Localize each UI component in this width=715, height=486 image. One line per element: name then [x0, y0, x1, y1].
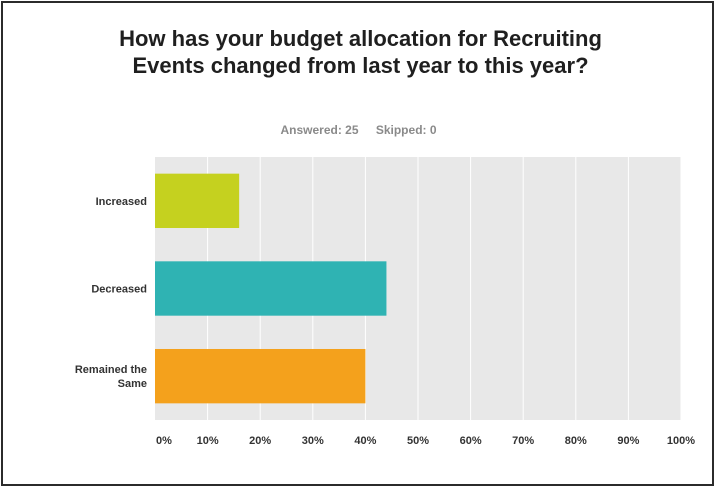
x-tick-label: 0% — [156, 435, 172, 447]
answered-count: Answered: 25 — [280, 123, 359, 137]
x-tick-label: 90% — [617, 435, 639, 447]
category-label: Remained the — [75, 364, 147, 376]
x-tick-label: 10% — [197, 435, 219, 447]
x-tick-label: 40% — [354, 435, 376, 447]
skipped-count: Skipped: 0 — [375, 123, 437, 137]
x-tick-label: 20% — [249, 435, 271, 447]
category-label: Decreased — [91, 284, 147, 296]
category-label: Same — [118, 378, 147, 390]
bar — [155, 348, 366, 404]
response-summary: Answered: 25 Skipped: 0 — [3, 123, 714, 137]
x-tick-label: 100% — [667, 435, 695, 447]
category-label: Increased — [96, 196, 147, 208]
x-tick-label: 50% — [407, 435, 429, 447]
x-tick-label: 30% — [302, 435, 324, 447]
x-tick-label: 60% — [460, 435, 482, 447]
x-tick-label: 70% — [512, 435, 534, 447]
x-tick-label: 80% — [565, 435, 587, 447]
bar — [155, 173, 240, 229]
chart-title: How has your budget allocation for Recru… — [119, 26, 602, 78]
bar — [155, 261, 387, 316]
